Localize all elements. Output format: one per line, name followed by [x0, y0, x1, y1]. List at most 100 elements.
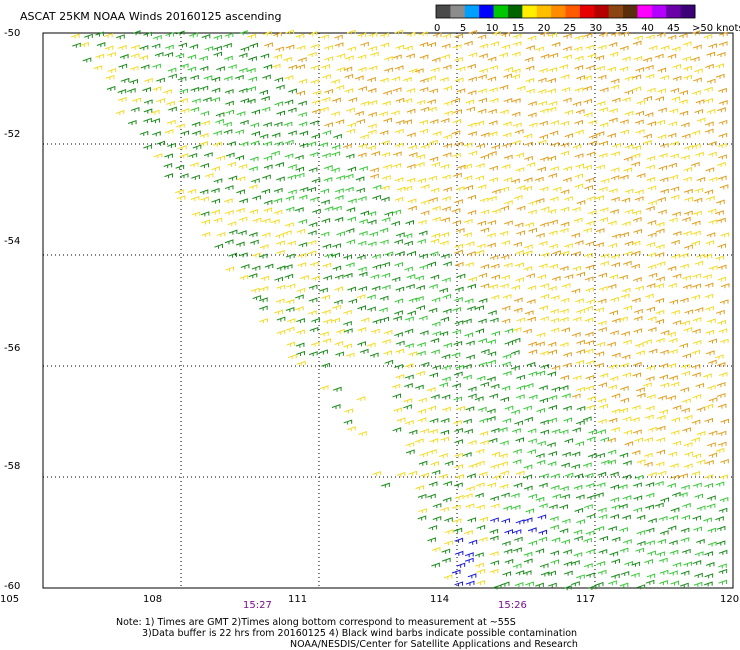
wind-barb — [623, 429, 633, 435]
wind-barb — [548, 450, 557, 457]
wind-barb — [489, 317, 499, 323]
lat-label-58: -58 — [4, 461, 20, 472]
time-label-2: 15:26 — [498, 600, 527, 611]
wind-barb — [346, 107, 355, 113]
wind-barb — [501, 274, 510, 280]
wind-barb — [426, 387, 436, 393]
wind-barb — [286, 253, 295, 259]
wind-barb — [215, 112, 225, 118]
wind-barb — [465, 241, 475, 247]
wind-barb — [599, 87, 609, 93]
wind-barb — [525, 88, 535, 94]
wind-barb — [428, 307, 438, 313]
wind-barb — [631, 250, 641, 256]
wind-barb — [598, 286, 608, 292]
wind-barb — [540, 283, 549, 289]
wind-barb — [143, 117, 152, 123]
wind-barb — [694, 108, 704, 115]
wind-barb — [682, 56, 691, 62]
wind-barb — [633, 315, 643, 321]
wind-barb — [549, 516, 559, 522]
wind-barb — [431, 546, 441, 552]
wind-barb — [345, 352, 355, 358]
wind-barb — [671, 309, 680, 315]
wind-barb — [250, 122, 259, 128]
wind-barb — [513, 297, 523, 303]
wind-barb — [309, 326, 319, 333]
wind-barb — [263, 141, 272, 147]
wind-barb — [367, 211, 377, 217]
wind-barb — [336, 328, 345, 335]
wind-barb — [427, 41, 437, 48]
wind-barb — [514, 581, 524, 588]
wind-barb — [582, 416, 592, 422]
wind-barb — [489, 393, 498, 399]
wind-barb — [573, 484, 583, 491]
wind-barb — [72, 42, 81, 48]
wind-barb — [624, 441, 634, 447]
wind-barb — [500, 205, 510, 211]
wind-barb — [345, 262, 355, 268]
wind-barb — [719, 184, 729, 190]
wind-barb — [344, 408, 353, 414]
wind-barb — [480, 439, 489, 446]
wind-barb — [562, 46, 572, 52]
wind-barb — [588, 119, 597, 125]
wind-barb — [660, 497, 670, 503]
wind-barb — [599, 372, 609, 379]
wind-barb — [679, 342, 689, 349]
colorbar-swatch — [637, 5, 653, 18]
wind-barb — [372, 194, 381, 200]
wind-barb — [586, 151, 596, 157]
wind-barb — [489, 568, 499, 574]
wind-barb — [645, 405, 655, 411]
wind-barb — [356, 396, 366, 402]
wind-barb — [704, 483, 714, 489]
wind-barb — [440, 253, 450, 259]
wind-barb — [408, 470, 418, 476]
wind-barb — [332, 243, 341, 249]
wind-barb — [692, 143, 701, 149]
wind-barb — [335, 351, 344, 357]
wind-barb — [656, 449, 666, 455]
wind-barb — [116, 34, 125, 40]
wind-barb — [679, 473, 688, 479]
wind-barb — [488, 120, 498, 126]
wind-barb — [670, 580, 680, 586]
wind-barb — [575, 163, 585, 169]
wind-barb — [479, 430, 489, 437]
colorbar-swatch — [507, 5, 523, 18]
wind-barb — [463, 218, 473, 224]
wind-barb — [285, 222, 294, 228]
wind-barb — [648, 426, 657, 432]
wind-barb — [296, 329, 305, 335]
wind-barb — [465, 503, 475, 509]
wind-barb — [563, 417, 573, 423]
wind-barb — [576, 405, 586, 412]
wind-barb — [321, 294, 330, 300]
wind-barb — [524, 141, 533, 147]
wind-barb — [366, 342, 376, 348]
wind-barb — [367, 87, 377, 94]
wind-barb — [585, 44, 595, 50]
wind-barb — [622, 260, 632, 266]
wind-barb — [131, 30, 141, 36]
wind-barb — [357, 341, 366, 347]
wind-barb — [692, 283, 701, 289]
wind-barb — [547, 208, 557, 214]
wind-barb — [455, 364, 465, 370]
wind-barb — [559, 342, 569, 348]
wind-barb — [168, 106, 177, 112]
wind-barb — [515, 277, 524, 283]
wind-barb — [284, 139, 294, 145]
wind-barb — [347, 29, 356, 35]
wind-barb — [586, 513, 596, 519]
wind-barb — [490, 503, 500, 509]
wind-barb — [416, 285, 425, 291]
wind-barb — [644, 64, 654, 70]
wind-barb — [528, 349, 538, 355]
wind-barb — [211, 166, 221, 172]
wind-barb — [475, 562, 484, 568]
wind-barb — [476, 580, 486, 586]
wind-barb — [139, 55, 149, 61]
